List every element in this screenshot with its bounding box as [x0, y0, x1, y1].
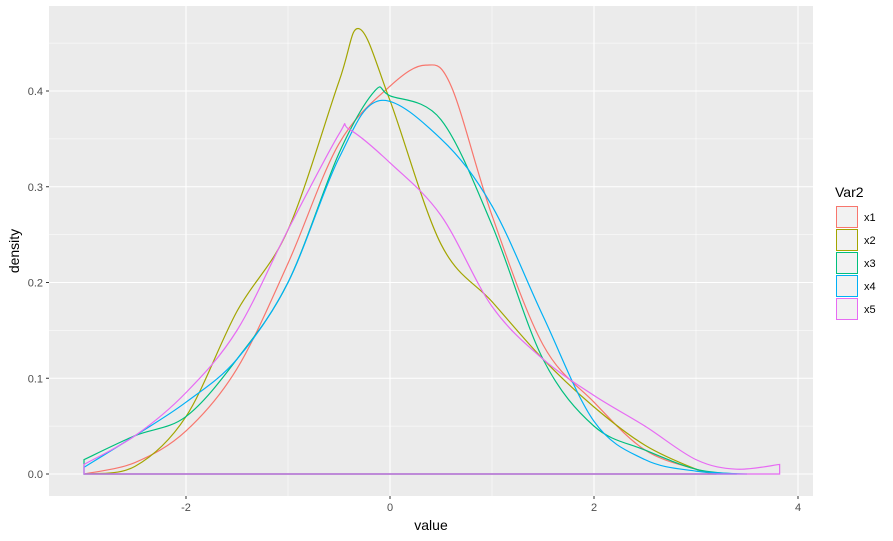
legend-title: Var2 — [835, 184, 864, 200]
y-axis: 0.0 0.1 0.2 0.3 0.4 — [28, 86, 49, 481]
x-tick-label: 0 — [387, 502, 393, 514]
legend-key-x3 — [836, 252, 858, 274]
x-tick-label: 4 — [795, 502, 801, 514]
y-tick-label: 0.2 — [28, 278, 43, 290]
density-curve-x2 — [83, 28, 717, 475]
x-axis: -2 0 2 4 — [181, 496, 801, 514]
x-tick-label: 2 — [591, 502, 597, 514]
y-axis-title: density — [6, 229, 22, 273]
legend-label-x2: x2 — [864, 235, 876, 247]
panel-background — [49, 6, 813, 496]
y-tick-label: 0.4 — [28, 86, 43, 98]
legend-label-x3: x3 — [864, 258, 876, 270]
legend-label-x4: x4 — [864, 281, 876, 293]
density-curve-x3 — [83, 86, 737, 475]
legend-items: x1 x2 x3 x4 x5 — [836, 206, 876, 320]
legend-label-x1: x1 — [864, 212, 876, 224]
legend-key-x1 — [836, 206, 858, 228]
y-tick-label: 0.3 — [28, 182, 43, 194]
minor-gridlines — [49, 6, 813, 496]
density-curves — [83, 28, 781, 475]
density-curve-x4 — [83, 99, 748, 475]
legend-key-x2 — [836, 229, 858, 251]
y-tick-label: 0.0 — [28, 469, 43, 481]
y-tick-label: 0.1 — [28, 373, 43, 385]
legend-key-x4 — [836, 275, 858, 297]
x-tick-label: -2 — [181, 502, 191, 514]
legend: Var2 x1 x2 x3 x4 x5 — [835, 184, 876, 320]
density-curve-x5 — [83, 123, 781, 475]
legend-key-x5 — [836, 298, 858, 320]
x-axis-title: value — [414, 517, 448, 533]
legend-label-x5: x5 — [864, 304, 876, 316]
